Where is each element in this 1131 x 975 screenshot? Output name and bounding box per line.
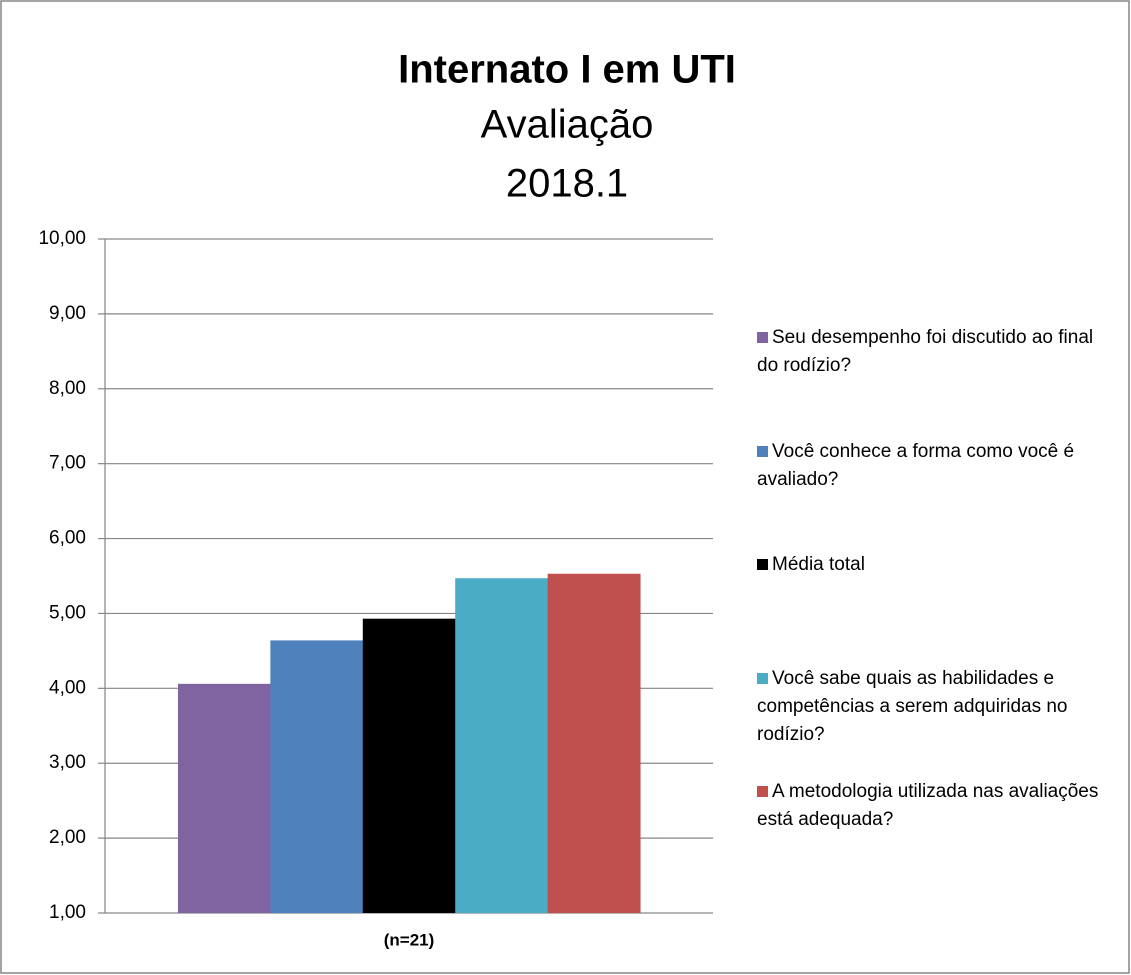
legend-swatch (757, 673, 768, 684)
bar (177, 683, 271, 913)
legend-item: Você conhece a forma como você é avaliad… (757, 438, 1117, 494)
legend-swatch (757, 446, 768, 457)
legend-label: Você sabe quais as habilidades e competê… (757, 668, 1068, 745)
legend-swatch (757, 786, 768, 797)
legend-label: Você conhece a forma como você é avaliad… (757, 441, 1075, 490)
legend-item: Você sabe quais as habilidades e competê… (757, 665, 1117, 749)
bar (455, 578, 549, 913)
legend-item: Média total (757, 551, 1117, 579)
legend-label: A metodologia utilizada nas avaliações e… (757, 781, 1099, 830)
y-tick-label: 1,00 (49, 902, 86, 923)
legend-label: Seu desempenho foi discutido ao final do… (757, 327, 1094, 376)
y-tick-label: 9,00 (49, 303, 86, 324)
chart-title: Internato I em UTI (398, 48, 736, 92)
bar (547, 573, 641, 913)
y-tick-label: 4,00 (49, 677, 86, 698)
y-tick-label: 6,00 (49, 528, 86, 549)
legend-swatch (757, 332, 768, 343)
legend-item: A metodologia utilizada nas avaliações e… (757, 778, 1117, 834)
y-tick-label: 2,00 (49, 827, 86, 848)
x-tick-label: (n=21) (384, 930, 435, 949)
bar (270, 640, 364, 913)
legend-swatch (757, 559, 768, 570)
y-tick-label: 7,00 (49, 453, 86, 474)
y-tick-label: 10,00 (38, 228, 86, 249)
y-tick-label: 3,00 (49, 752, 86, 773)
chart-subtitle: Avaliação (481, 103, 654, 147)
legend-item: Seu desempenho foi discutido ao final do… (757, 324, 1117, 380)
bar (362, 618, 456, 913)
legend-label: Média total (772, 554, 865, 575)
y-tick-label: 5,00 (49, 602, 86, 623)
chart-subtitle: 2018.1 (506, 162, 628, 206)
y-tick-label: 8,00 (49, 378, 86, 399)
